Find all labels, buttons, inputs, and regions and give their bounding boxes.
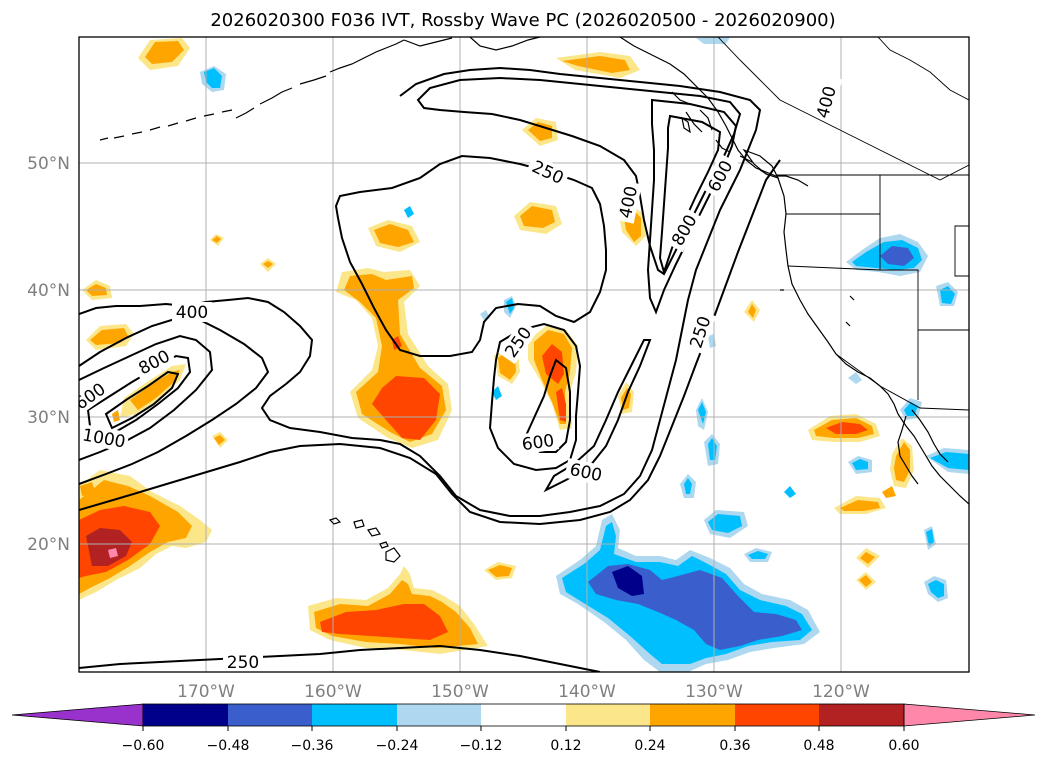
lon-label-140w: 140°W xyxy=(558,682,616,702)
colorbar-tick-label: 0.36 xyxy=(719,738,750,754)
colorbar-extend-low xyxy=(11,703,144,727)
borders xyxy=(717,37,969,411)
colorbar-swatch xyxy=(650,704,735,726)
lat-label-30n: 30°N xyxy=(27,408,70,428)
colorbar-swatch xyxy=(143,704,228,726)
colorbar-extend-high xyxy=(903,703,1036,727)
longitude-labels: 170°W 160°W 150°W 140°W 130°W 120°W xyxy=(177,682,870,702)
colorbar-tick-label: 0.12 xyxy=(550,738,581,754)
map-frame xyxy=(78,36,970,673)
lon-label-170w: 170°W xyxy=(177,682,235,702)
colorbar-tick-label: −0.60 xyxy=(122,738,165,754)
grid xyxy=(79,37,969,672)
colorbar-swatch xyxy=(735,704,819,726)
negative-shading xyxy=(200,37,969,672)
map-panel: 250 250 250 250 400 400 400 600 600 600 … xyxy=(79,37,969,673)
colorbar-tick-label: −0.24 xyxy=(376,738,419,754)
colorbar-swatch xyxy=(481,704,566,726)
colorbar-tick-label: 0.48 xyxy=(803,738,834,754)
lat-label-20n: 20°N xyxy=(27,535,70,555)
ivt-contours xyxy=(79,66,781,672)
lat-label-40n: 40°N xyxy=(27,281,70,301)
colorbar-tick-label: 0.24 xyxy=(634,738,665,754)
latitude-labels: 50°N 40°N 30°N 20°N xyxy=(27,154,70,555)
lon-label-160w: 160°W xyxy=(304,682,362,702)
colorbar-tick-label: 0.60 xyxy=(888,738,919,754)
colorbar-swatch xyxy=(228,704,312,726)
map-title: 2026020300 F036 IVT, Rossby Wave PC (202… xyxy=(210,10,835,31)
lon-label-120w: 120°W xyxy=(812,682,870,702)
colorbar-tick-label: −0.12 xyxy=(460,738,503,754)
lat-label-50n: 50°N xyxy=(27,154,70,174)
colorbar-tick-label: −0.36 xyxy=(291,738,334,754)
contour-label: 400 xyxy=(176,303,208,323)
lon-label-150w: 150°W xyxy=(431,682,489,702)
colorbar: −0.60 −0.48 −0.36 −0.24 −0.12 0.12 0.24 … xyxy=(11,703,1036,754)
contour-label: 600 xyxy=(521,431,556,455)
lon-label-130w: 130°W xyxy=(685,682,743,702)
colorbar-swatch xyxy=(312,704,397,726)
colorbar-tick-label: −0.48 xyxy=(207,738,250,754)
colorbar-swatch xyxy=(819,704,904,726)
contour-label: 250 xyxy=(227,653,259,673)
colorbar-swatch xyxy=(397,704,481,726)
colorbar-swatch xyxy=(566,704,650,726)
coastlines xyxy=(99,37,969,563)
